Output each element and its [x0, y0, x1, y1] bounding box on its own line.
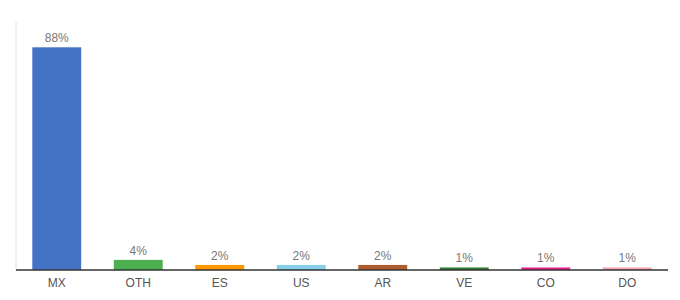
- x-tick-label: DO: [618, 276, 636, 290]
- bar: [358, 265, 407, 270]
- x-axis-line: [16, 269, 668, 271]
- data-labels: 88% 4% 2% 2% 2% 1% 1% 1%: [45, 31, 637, 265]
- chart-container: 88% 4% 2% 2% 2% 1% 1% 1% MX OTH ES US AR VE CO DO: [0, 0, 680, 300]
- bar: [114, 260, 163, 270]
- x-tick-label: AR: [374, 276, 391, 290]
- data-label: 1%: [619, 251, 637, 265]
- chart: 88% 4% 2% 2% 2% 1% 1% 1% MX OTH ES US AR VE CO DO: [0, 0, 680, 300]
- x-tick-label: MX: [48, 276, 66, 290]
- bar: [195, 265, 244, 270]
- data-label: 2%: [374, 249, 392, 263]
- bar: [277, 265, 326, 270]
- x-tick-label: VE: [456, 276, 472, 290]
- data-label: 88%: [45, 31, 69, 45]
- data-label: 1%: [537, 251, 555, 265]
- x-tick-label: OTH: [126, 276, 151, 290]
- x-tick-labels: MX OTH ES US AR VE CO DO: [48, 276, 637, 290]
- x-tick-label: ES: [212, 276, 228, 290]
- data-label: 4%: [130, 244, 148, 258]
- data-label: 1%: [456, 251, 474, 265]
- y-axis-line: [16, 22, 17, 270]
- data-label: 2%: [293, 249, 311, 263]
- data-label: 2%: [211, 249, 229, 263]
- x-tick-label: US: [293, 276, 310, 290]
- bar: [32, 47, 81, 270]
- bars: [32, 47, 651, 270]
- x-tick-label: CO: [537, 276, 555, 290]
